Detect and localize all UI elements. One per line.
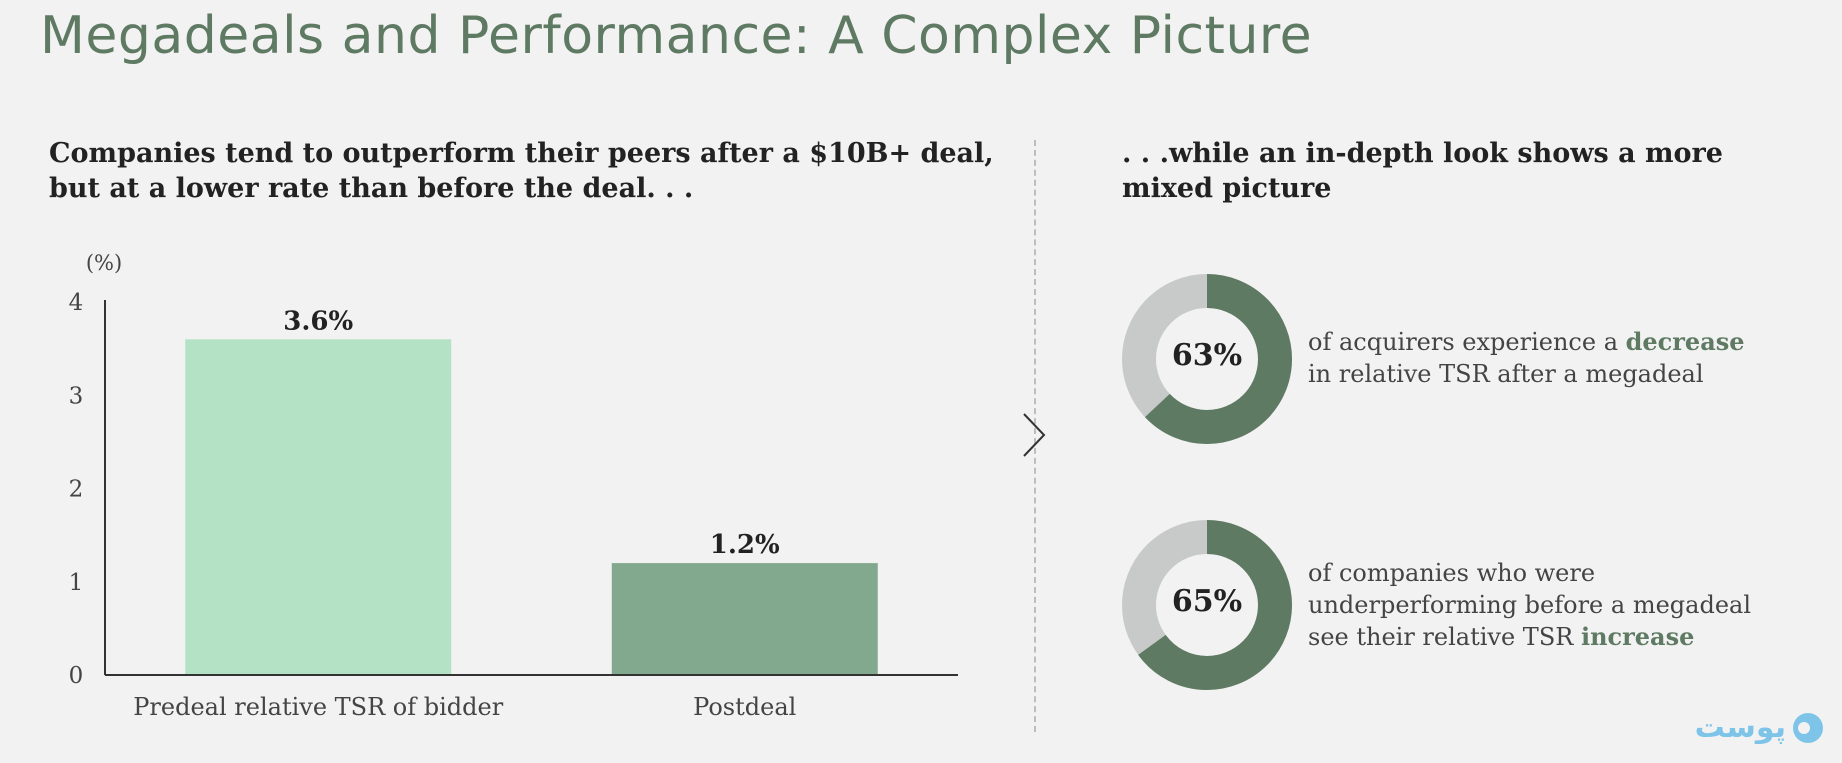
donut-1-desc-line-2: in relative TSR after a megadeal [1308,360,1704,388]
bar-data-label: 3.6% [283,306,353,336]
donut-1-desc-line-1: of acquirers experience a decrease [1308,327,1745,356]
left-subheading-line-2: but at a lower rate than before the deal… [49,173,694,204]
donut-2-desc-line-3: see their relative TSR increase [1308,622,1695,651]
bar [185,339,452,675]
y-tick-label: 0 [69,663,84,689]
bar [611,563,878,675]
right-subheading-line-1: . . .while an in-depth look shows a more [1122,138,1723,169]
bar-data-label: 1.2% [710,530,780,560]
y-tick-label: 2 [69,477,84,503]
donut-2-desc-line-2: underperforming before a megadeal [1308,591,1752,619]
donut-description-2: of companies who were underperforming be… [1308,557,1751,653]
donut-filled-arc [1122,274,1292,444]
brand-logo: پوست [1695,710,1823,744]
increase-emphasis: increase [1580,622,1695,651]
page-title: Megadeals and Performance: A Complex Pic… [40,6,1313,66]
x-category-label: Postdeal [693,693,796,721]
logo-text: پوست [1695,710,1786,744]
donut-2-desc-line-1: of companies who were [1308,559,1596,587]
left-subheading: Companies tend to outperform their peers… [49,136,994,206]
bar-chart: (%) 0 1 2 3 4 3.6% Predeal relative TSR of bidd… [69,251,958,721]
section-divider [1034,140,1036,732]
donut-percent-label-2: 65% [1171,584,1243,619]
y-axis-unit-label: (%) [86,251,122,275]
decrease-emphasis: decrease [1625,327,1745,356]
donut-chart-2 [1122,520,1292,690]
y-tick-label: 3 [69,383,84,409]
donut-filled-arc [1122,520,1292,690]
x-category-label: Predeal relative TSR of bidder [133,693,503,721]
chevron-right-icon [1023,413,1046,457]
y-tick-label: 1 [69,570,84,596]
right-subheading: . . .while an in-depth look shows a more… [1122,136,1723,206]
donut-description-1: of acquirers experience a decrease in re… [1308,326,1745,390]
donut-percent-label-1: 63% [1171,338,1243,373]
y-tick-label: 4 [69,290,84,316]
donut-chart-1 [1122,274,1292,444]
left-subheading-line-1: Companies tend to outperform their peers… [49,138,994,169]
right-subheading-line-2: mixed picture [1122,173,1332,204]
